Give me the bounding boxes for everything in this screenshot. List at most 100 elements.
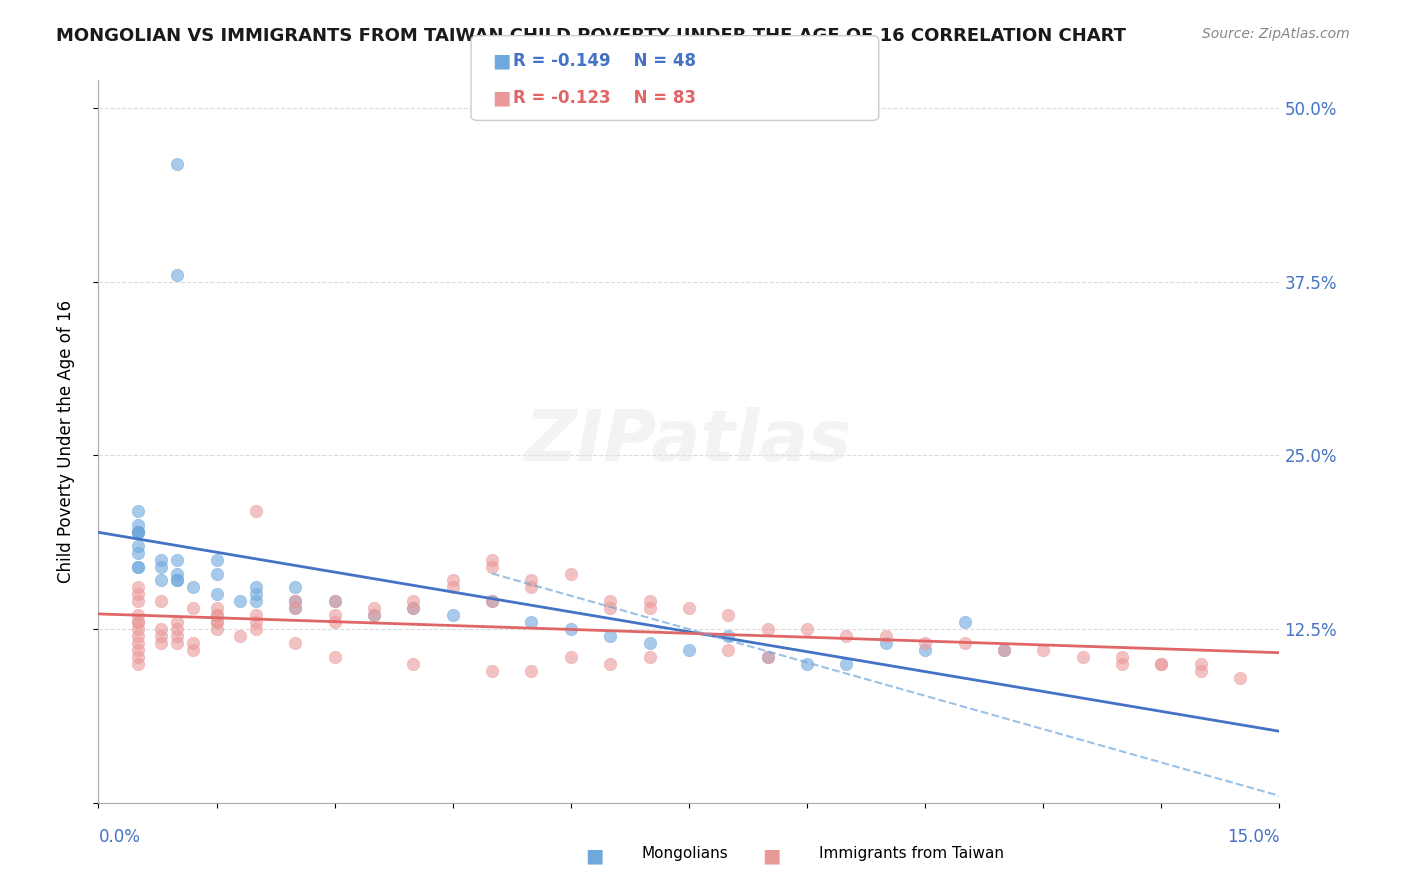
- Point: [993, 643, 1015, 657]
- Text: 15.0%: 15.0%: [1227, 828, 1279, 847]
- Point: [166, 636, 188, 650]
- Point: [205, 615, 228, 630]
- Point: [363, 608, 385, 623]
- Point: [127, 622, 149, 636]
- Point: [914, 636, 936, 650]
- Text: MONGOLIAN VS IMMIGRANTS FROM TAIWAN CHILD POVERTY UNDER THE AGE OF 16 CORRELATIO: MONGOLIAN VS IMMIGRANTS FROM TAIWAN CHIL…: [56, 27, 1126, 45]
- Point: [323, 594, 346, 608]
- Point: [127, 517, 149, 532]
- Point: [796, 622, 818, 636]
- Point: [520, 615, 543, 630]
- Point: [1111, 649, 1133, 664]
- Point: [205, 615, 228, 630]
- Point: [181, 643, 204, 657]
- Text: Source: ZipAtlas.com: Source: ZipAtlas.com: [1202, 27, 1350, 41]
- Point: [717, 608, 740, 623]
- Point: [284, 636, 307, 650]
- Y-axis label: Child Poverty Under the Age of 16: Child Poverty Under the Age of 16: [56, 300, 75, 583]
- Point: [756, 649, 779, 664]
- Point: [402, 601, 425, 615]
- Text: R = -0.149    N = 48: R = -0.149 N = 48: [513, 52, 696, 70]
- Point: [678, 643, 700, 657]
- Point: [1150, 657, 1173, 671]
- Point: [127, 608, 149, 623]
- Point: [953, 636, 976, 650]
- Point: [205, 587, 228, 601]
- Point: [205, 622, 228, 636]
- Point: [229, 629, 252, 643]
- Point: [638, 649, 661, 664]
- Point: [638, 594, 661, 608]
- Point: [363, 601, 385, 615]
- Point: [323, 649, 346, 664]
- Point: [599, 629, 621, 643]
- Point: [323, 594, 346, 608]
- Point: [520, 574, 543, 588]
- Point: [166, 615, 188, 630]
- Point: [229, 594, 252, 608]
- Point: [205, 608, 228, 623]
- Point: [166, 574, 188, 588]
- Point: [1189, 664, 1212, 678]
- Text: Immigrants from Taiwan: Immigrants from Taiwan: [818, 847, 1004, 861]
- Point: [1032, 643, 1054, 657]
- Point: [127, 636, 149, 650]
- Point: [127, 524, 149, 539]
- Point: [953, 615, 976, 630]
- Point: [1111, 657, 1133, 671]
- Point: [150, 574, 173, 588]
- Point: [323, 608, 346, 623]
- Point: [245, 587, 267, 601]
- Point: [205, 601, 228, 615]
- Point: [441, 581, 464, 595]
- Point: [245, 608, 267, 623]
- Point: [150, 622, 173, 636]
- Text: ■: ■: [492, 51, 510, 70]
- Point: [1229, 671, 1251, 685]
- Text: ■: ■: [762, 847, 780, 865]
- Point: [127, 649, 149, 664]
- Point: [127, 559, 149, 574]
- Point: [150, 552, 173, 566]
- Point: [323, 615, 346, 630]
- Point: [441, 608, 464, 623]
- Point: [150, 636, 173, 650]
- Text: R = -0.123    N = 83: R = -0.123 N = 83: [513, 89, 696, 107]
- Point: [835, 629, 858, 643]
- Point: [127, 504, 149, 518]
- Text: Mongolians: Mongolians: [641, 847, 728, 861]
- Point: [638, 601, 661, 615]
- Point: [835, 657, 858, 671]
- Point: [875, 636, 897, 650]
- Point: [150, 629, 173, 643]
- Point: [181, 601, 204, 615]
- Point: [560, 566, 582, 581]
- Text: ■: ■: [492, 88, 510, 108]
- Point: [520, 664, 543, 678]
- Text: 0.0%: 0.0%: [98, 828, 141, 847]
- Point: [127, 615, 149, 630]
- Point: [363, 608, 385, 623]
- Point: [166, 629, 188, 643]
- Point: [150, 594, 173, 608]
- Point: [520, 581, 543, 595]
- Point: [127, 559, 149, 574]
- Point: [127, 524, 149, 539]
- Point: [127, 524, 149, 539]
- Point: [127, 643, 149, 657]
- Point: [756, 649, 779, 664]
- Point: [245, 615, 267, 630]
- Point: [245, 594, 267, 608]
- Point: [481, 664, 503, 678]
- Point: [245, 581, 267, 595]
- Text: ■: ■: [585, 847, 603, 865]
- Point: [756, 622, 779, 636]
- Point: [914, 643, 936, 657]
- Point: [481, 594, 503, 608]
- Point: [441, 574, 464, 588]
- Text: ZIPatlas: ZIPatlas: [526, 407, 852, 476]
- Point: [638, 636, 661, 650]
- Point: [127, 615, 149, 630]
- Point: [284, 581, 307, 595]
- Point: [166, 622, 188, 636]
